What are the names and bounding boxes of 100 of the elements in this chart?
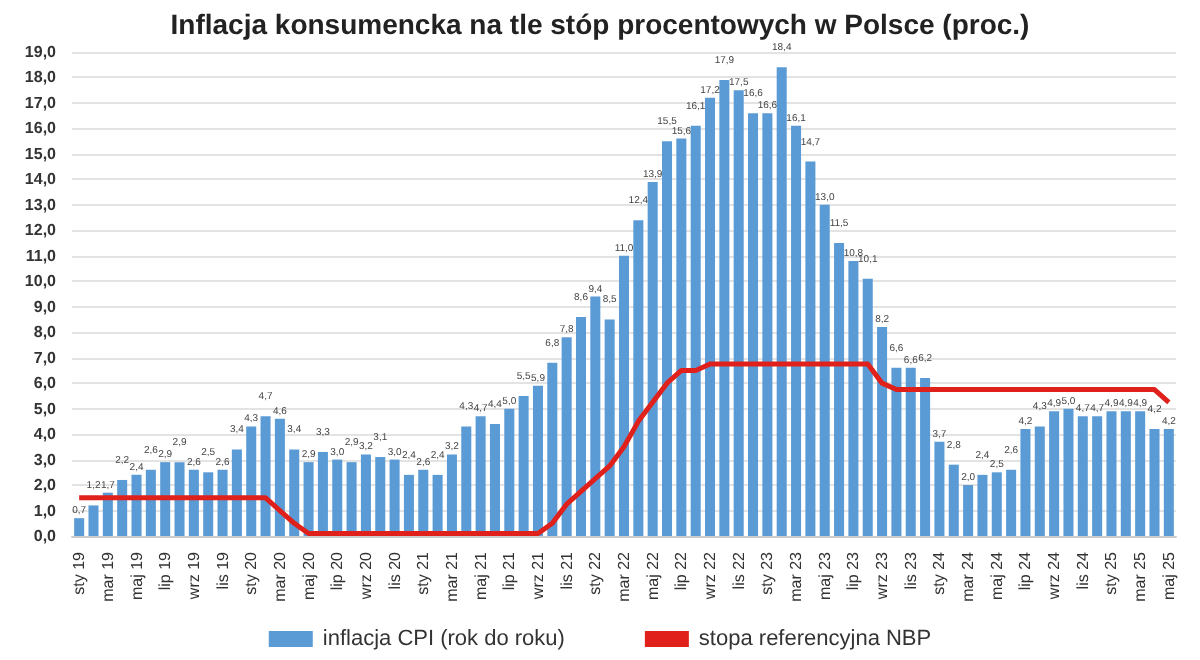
bar (1020, 429, 1031, 536)
bar (819, 204, 830, 536)
x-tick-label: maj 20 (299, 550, 318, 601)
bar (604, 319, 615, 536)
x-tick-label: sty 25 (1102, 550, 1121, 595)
x-tick-label: maj 23 (815, 550, 834, 601)
bar (174, 462, 185, 536)
bar (1006, 469, 1017, 536)
bar (289, 449, 300, 536)
bar (676, 138, 687, 536)
chart-title: Inflacja konsumencka na tle stóp procentowych w Polsce (proc.) (170, 8, 1030, 40)
legend-label: inflacja CPI (rok do roku) (322, 627, 565, 651)
bar (748, 113, 759, 536)
x-tick-label: mar 21 (442, 550, 461, 602)
x-tick-label: maj 22 (643, 550, 662, 601)
x-tick-label: wrz 21 (528, 550, 547, 602)
bar (661, 141, 673, 536)
bar (1077, 416, 1088, 536)
bar (848, 260, 859, 536)
y-tick-label: 18,0 (24, 68, 58, 87)
bar (1163, 429, 1174, 536)
bar (834, 243, 845, 536)
bar (532, 385, 543, 536)
x-tick-label: lis 21 (557, 550, 576, 590)
y-tick-label: 8,0 (33, 323, 58, 342)
bar (1063, 408, 1074, 536)
x-tick-label: wrz 24 (1045, 550, 1064, 602)
bar (231, 449, 242, 536)
bar (776, 67, 787, 536)
legend-label: stopa referencyjna NBP (698, 627, 932, 651)
x-tick-label: sty 21 (414, 550, 433, 595)
bar (590, 296, 601, 536)
bar (1149, 429, 1160, 536)
bar (963, 485, 974, 536)
bar (891, 367, 902, 536)
y-tick-label: 6,0 (33, 374, 58, 393)
bar (948, 464, 959, 536)
bar (1049, 411, 1060, 536)
y-tick-label: 19,0 (24, 43, 58, 61)
x-tick-label: wrz 23 (873, 550, 892, 602)
x-tick-label: lip 20 (328, 550, 347, 591)
y-tick-label: 15,0 (24, 144, 58, 163)
bar (88, 505, 99, 536)
x-tick-label: lip 24 (1016, 550, 1035, 591)
x-tick-label: lis 22 (729, 550, 748, 590)
x-tick-label: maj 21 (471, 550, 490, 601)
x-tick-label: mar 24 (959, 550, 978, 602)
y-tick-label: 13,0 (24, 195, 58, 214)
bar (131, 474, 142, 536)
y-tick-label: 10,0 (24, 272, 58, 291)
y-tick-label: 0,0 (33, 527, 58, 545)
bar (274, 418, 285, 536)
x-tick-label: sty 20 (242, 550, 261, 595)
y-tick-label: 14,0 (24, 170, 58, 189)
y-tick-label: 17,0 (24, 93, 58, 112)
bar (934, 441, 945, 536)
y-tick-label: 11,0 (25, 246, 58, 265)
bar (618, 255, 630, 536)
y-tick-label: 12,0 (24, 221, 58, 240)
bar (260, 416, 271, 536)
x-tick-label: mar 22 (615, 550, 633, 602)
x-tick-label: maj 25 (1159, 550, 1178, 601)
bar (1106, 411, 1117, 536)
x-tick-label: sty 22 (586, 550, 605, 595)
bar (705, 97, 716, 536)
bar (690, 125, 701, 536)
bar (217, 469, 228, 536)
bar (719, 80, 730, 536)
x-tick-label: lis 19 (213, 550, 232, 590)
y-tick-label: 16,0 (24, 119, 58, 138)
x-tick-label: mar 25 (1131, 550, 1150, 602)
x-tick-label: lis 23 (901, 550, 920, 590)
bar (991, 472, 1002, 536)
x-tick-label: wrz 20 (356, 550, 375, 602)
bar (920, 378, 931, 536)
bar (303, 462, 314, 536)
y-tick-label: 5,0 (33, 399, 58, 418)
bar (547, 362, 558, 536)
bar (561, 337, 572, 536)
bar (246, 426, 257, 536)
bar (977, 474, 988, 536)
bar (203, 472, 214, 536)
bar (862, 278, 873, 536)
bar (633, 220, 644, 536)
bar (74, 518, 85, 536)
x-tick-label: wrz 22 (701, 550, 720, 602)
bar (117, 479, 128, 536)
bar (905, 367, 916, 536)
bar (877, 327, 888, 536)
bar (1092, 416, 1103, 536)
x-tick-label: mar 19 (98, 550, 117, 602)
bar (762, 113, 773, 536)
y-tick-label: 4,0 (33, 425, 58, 444)
x-tick-label: lip 21 (500, 550, 519, 591)
x-tick-label: lis 20 (385, 550, 404, 590)
bar (733, 90, 744, 536)
x-tick-label: lip 23 (844, 550, 863, 591)
bar (145, 469, 156, 536)
x-tick-label: sty 23 (758, 550, 777, 595)
bar (805, 161, 816, 536)
